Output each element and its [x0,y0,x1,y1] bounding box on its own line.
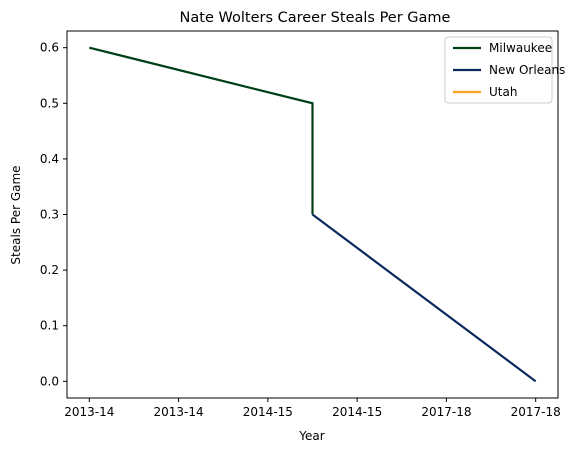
x-tick-label: 2017-18 [421,405,471,419]
y-tick-label: 0.6 [40,41,59,55]
y-tick-label: 0.2 [40,263,59,277]
legend-label: New Orleans [489,63,565,77]
x-tick-label: 2013-14 [154,405,204,419]
axis-ticks: 2013-14 2013-14 2014-15 2014-15 2017-18 2017-… [40,41,561,419]
legend-label: Utah [489,85,517,99]
y-tick-label: 0.0 [40,374,59,388]
plot-frame [66,30,559,399]
legend-box [444,36,553,104]
legend-label: Milwaukee [489,41,552,55]
series-line-0 [89,46,314,215]
chart-title: Nate Wolters Career Steals Per Game [180,10,451,26]
y-axis-label: Steals Per Game [9,165,23,264]
x-tick-label: 2014-15 [332,405,382,419]
x-axis-label: Year [298,429,324,443]
x-tick-label: 2017-18 [511,405,561,419]
y-tick-label: 0.4 [40,152,59,166]
y-tick-label: 0.3 [40,208,59,222]
y-tick-label: 0.1 [40,319,59,333]
x-tick-label: 2014-15 [243,405,293,419]
x-tick-label: 2013-14 [64,405,114,419]
y-tick-label: 0.5 [40,96,59,110]
series-lines [89,46,537,383]
legend: Milwaukee New Orleans Utah [444,36,565,104]
series-line-1 [311,213,537,383]
